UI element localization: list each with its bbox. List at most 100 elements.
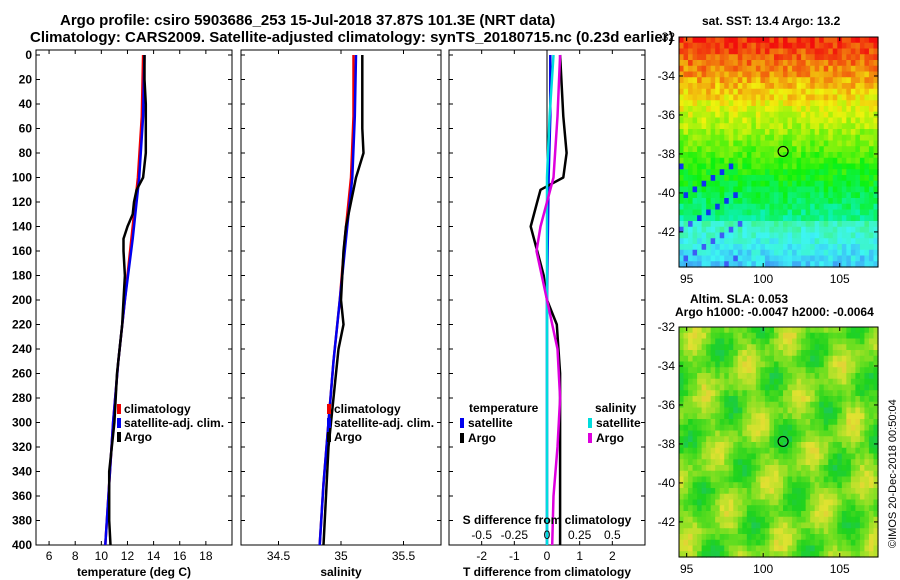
profile-panel-2: 34.5 35 35.5 salinity climatologysatellite-a… <box>240 49 442 579</box>
x-tick-label: 12 <box>121 549 135 563</box>
x-tick-label: 35.5 <box>392 549 416 563</box>
legend-label: Argo <box>334 430 362 444</box>
y-tick-label: 220 <box>12 318 32 332</box>
map-frame <box>678 36 879 268</box>
legend-label: Argo <box>124 430 152 444</box>
legend-swatch <box>117 432 121 442</box>
x-tick-label-salinity: 0 <box>544 528 551 542</box>
y-tick-label: 320 <box>12 440 32 454</box>
y-tick-label: 180 <box>12 269 32 283</box>
map-lat-label: -42 <box>658 225 676 239</box>
legend-swatch <box>327 404 331 414</box>
map-lat-label: -32 <box>658 30 676 44</box>
argo-float-marker <box>777 145 789 158</box>
x-axis-label: salinity <box>320 565 362 579</box>
legend-swatch <box>117 418 121 428</box>
climatology-subtitle: Climatology: CARS2009. Satellite-adjuste… <box>30 29 674 46</box>
x-tick-label-salinity: 0.5 <box>604 528 621 542</box>
y-tick-label: 360 <box>12 489 32 503</box>
argo-float-marker <box>777 435 789 448</box>
map-lat-label: -40 <box>658 476 676 490</box>
legend-label: satellite-adj. clim. <box>334 416 434 430</box>
y-tick-label: 240 <box>12 342 32 356</box>
x-tick-label: 35 <box>334 549 348 563</box>
profile-title: Argo profile: csiro 5903686_253 15-Jul-2… <box>60 12 556 29</box>
legend-swatch <box>460 433 464 443</box>
x-tick-label: 14 <box>147 549 161 563</box>
map-lat-label: -40 <box>658 186 676 200</box>
x-tick-label: 10 <box>95 549 109 563</box>
legend-label: satellite-adj. clim. <box>124 416 224 430</box>
legend-label: satellite <box>468 416 513 430</box>
map-lat-label: -38 <box>658 147 676 161</box>
legend-label: satellite <box>596 416 641 430</box>
y-tick-label: 20 <box>19 73 33 87</box>
profile-panel-1: 0 20 40 60 80 100 120 140 160 180 200 220 240 260 280 3… <box>12 48 233 579</box>
x-tick-label: -1 <box>509 549 520 563</box>
y-tick-label: 380 <box>12 514 32 528</box>
x-tick-label: 34.5 <box>267 549 291 563</box>
legend-swatch <box>327 432 331 442</box>
legend-label: climatology <box>124 402 191 416</box>
x-tick-label: 16 <box>173 549 187 563</box>
y-tick-label: 340 <box>12 465 32 479</box>
map-frame <box>678 326 879 558</box>
y-tick-label: 300 <box>12 416 32 430</box>
legend-swatch <box>460 418 464 428</box>
y-tick-label: 140 <box>12 220 32 234</box>
x-axis-label-salinity: S difference from climatology <box>463 513 632 527</box>
map-lon-label: 105 <box>830 272 850 286</box>
series-line-argo <box>107 55 148 546</box>
map-lat-label: -34 <box>658 69 676 83</box>
x-tick-label-salinity: -0.25 <box>501 528 529 542</box>
profile-panel-3: -2 -1 0 1 2 T difference from climatology temp… <box>448 49 646 579</box>
y-tick-label: 200 <box>12 293 32 307</box>
y-tick-label: 120 <box>12 195 32 209</box>
legend-label: climatology <box>334 402 401 416</box>
y-tick-label: 160 <box>12 244 32 258</box>
x-tick-label: 0 <box>544 549 551 563</box>
y-tick-label: 60 <box>19 122 33 136</box>
map-lat-label: -34 <box>658 359 676 373</box>
map-lat-label: -32 <box>658 320 676 334</box>
map-lat-label: -36 <box>658 108 676 122</box>
x-tick-label: 1 <box>576 549 583 563</box>
map-lat-label: -38 <box>658 437 676 451</box>
sst-map: -32 -34 -36 -38 -40 -42 95 100 105 <box>658 30 879 286</box>
y-tick-label: 80 <box>19 146 33 160</box>
map-lon-label: 95 <box>680 272 694 286</box>
map-lon-label: 100 <box>753 562 773 576</box>
x-tick-label: 2 <box>609 549 616 563</box>
legend-swatch <box>588 418 592 428</box>
x-tick-label: 18 <box>199 549 213 563</box>
legend-label: Argo <box>596 431 624 445</box>
sla-map-title: Altim. SLA: 0.053 <box>690 292 789 306</box>
x-axis-label: T difference from climatology <box>463 565 631 579</box>
y-tick-label: 280 <box>12 391 32 405</box>
legend-swatch <box>327 418 331 428</box>
y-tick-label: 260 <box>12 367 32 381</box>
x-axis-label: temperature (deg C) <box>77 565 191 579</box>
sst-map-title: sat. SST: 13.4 Argo: 13.2 <box>702 14 841 28</box>
map-lon-label: 100 <box>753 272 773 286</box>
legend-title-temperature: temperature <box>469 401 539 415</box>
sla-map: -32 -34 -36 -38 -40 -42 95 100 105 <box>658 320 879 576</box>
map-lat-label: -36 <box>658 398 676 412</box>
legend-label: Argo <box>468 431 496 445</box>
x-tick-label: -2 <box>476 549 487 563</box>
y-tick-label: 0 <box>25 48 32 62</box>
series-line-salinity-argo <box>535 54 562 546</box>
map-lat-label: -42 <box>658 515 676 529</box>
y-tick-label: 40 <box>19 97 33 111</box>
x-tick-label: 8 <box>72 549 79 563</box>
map-lon-label: 95 <box>680 562 694 576</box>
sla-map-subtitle: Argo h1000: -0.0047 h2000: -0.0064 <box>675 305 874 319</box>
x-tick-label-salinity: -0.5 <box>471 528 492 542</box>
map-lon-label: 105 <box>830 562 850 576</box>
x-tick-label: 6 <box>46 549 53 563</box>
series-line-salinity-satellite <box>545 54 555 545</box>
y-tick-label: 100 <box>12 171 32 185</box>
legend-swatch <box>588 433 592 443</box>
legend-swatch <box>117 404 121 414</box>
